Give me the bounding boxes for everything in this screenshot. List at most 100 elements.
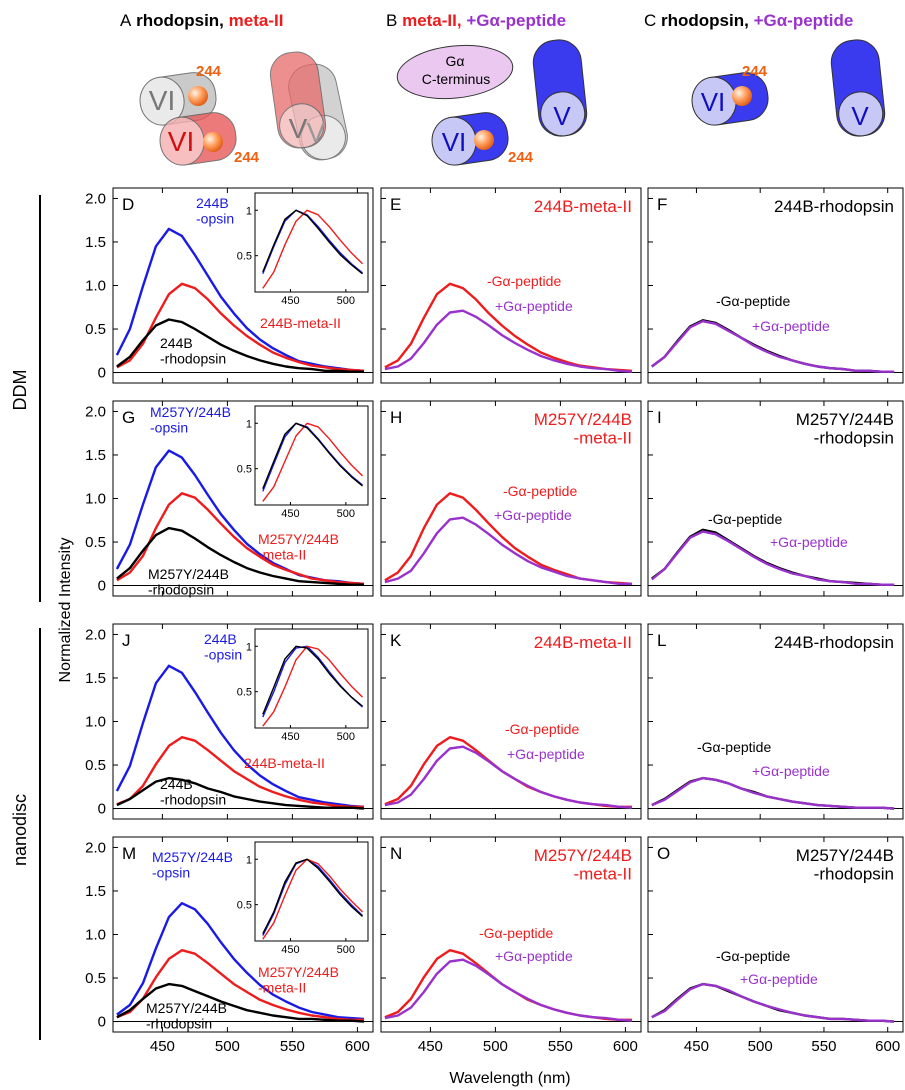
panel: E 244B-meta-II -Gα-peptide +Gα-peptide [380, 187, 642, 384]
x-tick-label: 450 [281, 295, 299, 307]
y-tick-label: 0.5 [85, 321, 106, 338]
series-label: -Gα-peptide [697, 739, 771, 755]
line-series [262, 645, 363, 715]
panel-letter: J [122, 631, 131, 650]
line-series [115, 664, 364, 808]
residue-label: 244 [742, 63, 768, 80]
series-label: M257Y/244B -opsin [150, 404, 231, 435]
title-part: meta-II, [402, 11, 462, 30]
x-tick-label: 450 [281, 508, 299, 520]
x-tick-label: 450 [684, 1038, 709, 1055]
y-tick-label: 0.5 [237, 251, 252, 263]
helix-label: VI [442, 127, 467, 157]
line-series [651, 320, 895, 373]
x-tick-label: 600 [345, 1038, 370, 1055]
panel-letter: F [657, 195, 667, 214]
text-line: -meta-II [573, 865, 632, 884]
y-tick-label: 1.0 [85, 491, 106, 508]
y-tick-label: 1.0 [85, 927, 106, 944]
sample-label: 244B-rhodopsin [774, 633, 894, 652]
title-part: rhodopsin, [661, 11, 749, 30]
series-label: -Gα-peptide [708, 511, 782, 527]
x-tick-label: 550 [280, 1038, 305, 1055]
y-tick-label: 0 [98, 1014, 106, 1031]
line-series [262, 209, 363, 275]
panel-letter: N [390, 844, 402, 863]
schematic-b [396, 39, 588, 166]
group-label: nanodisc [10, 794, 30, 866]
y-tick-label: 0.5 [85, 970, 106, 987]
residue-label: 244 [508, 149, 534, 166]
series-label: 244B -opsin [204, 631, 242, 662]
text-line: M257Y/244B [796, 410, 894, 429]
y-tick-label: 1 [246, 854, 252, 866]
sample-label: M257Y/244B -meta-II [534, 410, 632, 448]
inset-frame [254, 405, 369, 506]
series-label: -Gα-peptide [487, 273, 561, 289]
plot-frame [380, 187, 642, 384]
x-tick-label: 450 [418, 1038, 443, 1055]
group-label: DDM [10, 370, 30, 411]
line-series [116, 776, 364, 810]
helix-label: V [851, 101, 869, 131]
line-series [116, 492, 364, 585]
sample-label: 244B-rhodopsin [774, 197, 894, 216]
x-tick-label: 500 [337, 508, 355, 520]
panel-letter: D [122, 195, 134, 214]
schematic-letter: A [120, 11, 132, 30]
y-tick-label: 1.5 [85, 670, 106, 687]
line-series [116, 526, 364, 586]
plot-frame [380, 836, 642, 1033]
text-line: M257Y/244B [152, 849, 233, 865]
inset-frame [254, 192, 369, 293]
series-label: +Gα-peptide [740, 971, 818, 987]
text-line: -rhodopsin [814, 865, 894, 884]
peptide-label: C-terminus [422, 71, 490, 87]
helix-label: VI [168, 126, 194, 157]
series-label: 244B -opsin [196, 195, 234, 226]
line-series [384, 309, 632, 373]
text-line: M257Y/244B [148, 566, 229, 582]
x-tick-label: 600 [613, 1038, 638, 1055]
sample-label: M257Y/244B -meta-II [534, 846, 632, 884]
series-label: M257Y/244B -meta-II [258, 531, 339, 562]
title-part: +Gα-peptide [466, 11, 566, 30]
line-series [116, 282, 364, 372]
y-axis-label: Normalized Intensity [57, 538, 74, 683]
text-line: M257Y/244B [534, 846, 632, 865]
series-label: +Gα-peptide [507, 746, 585, 762]
plot-frame [647, 187, 904, 384]
line-series [116, 736, 364, 808]
helix-label: V [289, 113, 308, 144]
x-tick-label: 500 [215, 1038, 240, 1055]
title-part: +Gα-peptide [754, 11, 854, 30]
panel: 2.01.51.00.50G M257Y/244B -opsinM257Y/244B… [85, 400, 374, 597]
schematic-letter: B [386, 11, 397, 30]
text-line: -meta-II [258, 979, 306, 995]
schematic-title: C rhodopsin, +Gα-peptide [644, 11, 853, 30]
plot-frame [647, 400, 904, 597]
y-tick-label: 2.0 [85, 839, 106, 856]
x-tick-label: 500 [748, 1038, 773, 1055]
y-tick-label: 1.0 [85, 278, 106, 295]
x-tick-label: 600 [875, 1038, 900, 1055]
sample-label: M257Y/244B -rhodopsin [796, 846, 894, 884]
series-label: +Gα-peptide [495, 298, 573, 314]
x-tick-label: 500 [337, 295, 355, 307]
x-axis-label: Wavelength (nm) [449, 1070, 570, 1087]
line-series [384, 958, 632, 1022]
text-line: -rhodopsin [160, 350, 226, 366]
x-tick-label: 550 [811, 1038, 836, 1055]
title-part: rhodopsin, [136, 11, 224, 30]
y-tick-label: 1 [246, 418, 252, 430]
plot-frame [647, 836, 904, 1033]
panel-letter: G [122, 408, 135, 427]
panel-letter: L [657, 631, 666, 650]
panel-letter: O [657, 844, 670, 863]
line-series [384, 516, 632, 585]
text-line: -rhodopsin [814, 429, 894, 448]
series-label: -Gα-peptide [505, 721, 579, 737]
x-tick-label: 550 [548, 1038, 573, 1055]
inset-frame [254, 841, 369, 942]
panel-letter: M [122, 844, 136, 863]
